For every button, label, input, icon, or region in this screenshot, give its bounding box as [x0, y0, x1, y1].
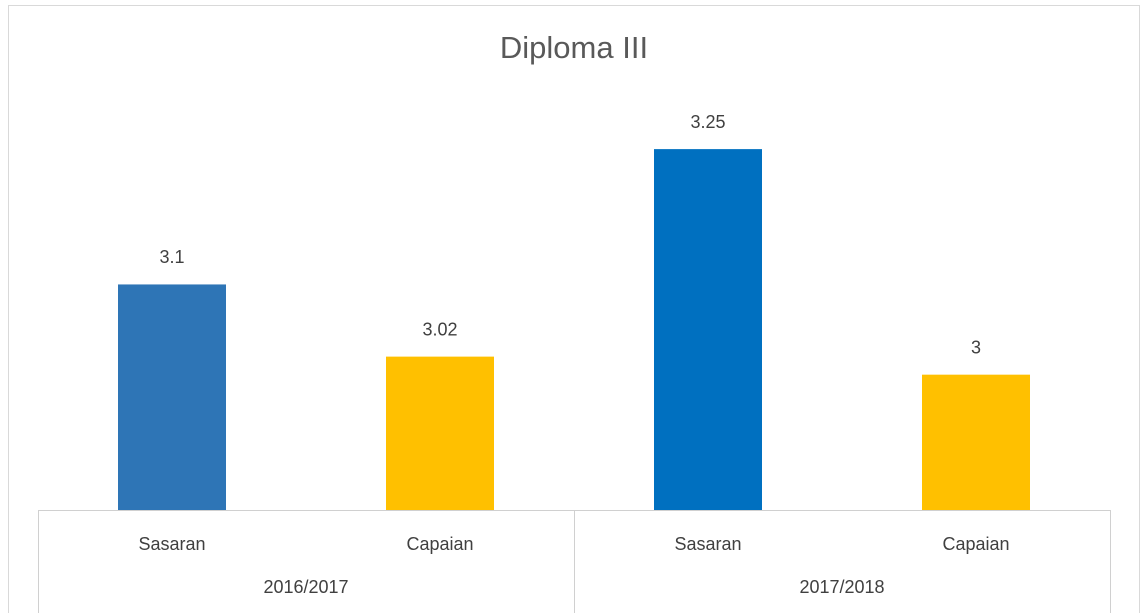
data-label: 3.25: [690, 112, 725, 132]
x-tick-label: Capaian: [406, 534, 473, 554]
bar: [654, 149, 762, 510]
x-tick-label: Sasaran: [138, 534, 205, 554]
group-label: 2016/2017: [263, 577, 348, 597]
x-tick-label: Capaian: [942, 534, 1009, 554]
chart-title: Diploma III: [500, 30, 648, 65]
group-label: 2017/2018: [799, 577, 884, 597]
data-label: 3: [971, 337, 981, 357]
bar: [118, 284, 226, 510]
x-tick-label: Sasaran: [674, 534, 741, 554]
data-label: 3.1: [159, 247, 184, 267]
bar: [386, 356, 494, 510]
bar: [922, 374, 1030, 510]
data-label: 3.02: [422, 319, 457, 339]
